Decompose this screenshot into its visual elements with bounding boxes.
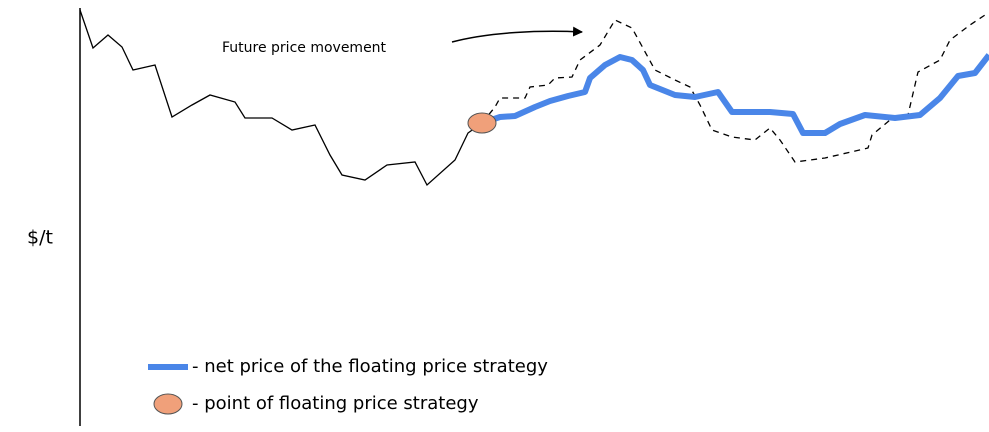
historical-price (79, 9, 483, 187)
annotation: Future price movement (222, 40, 387, 56)
annotation-arrow (451, 26, 583, 43)
legend-point (153, 393, 183, 415)
legend-label: - point of floating price strategy (192, 393, 479, 414)
net-price (481, 53, 989, 136)
strategy-point (467, 112, 497, 134)
axis-label: $/t (27, 227, 53, 249)
future-price (481, 14, 986, 163)
legend-label: - net price of the floating price strate… (192, 356, 548, 377)
